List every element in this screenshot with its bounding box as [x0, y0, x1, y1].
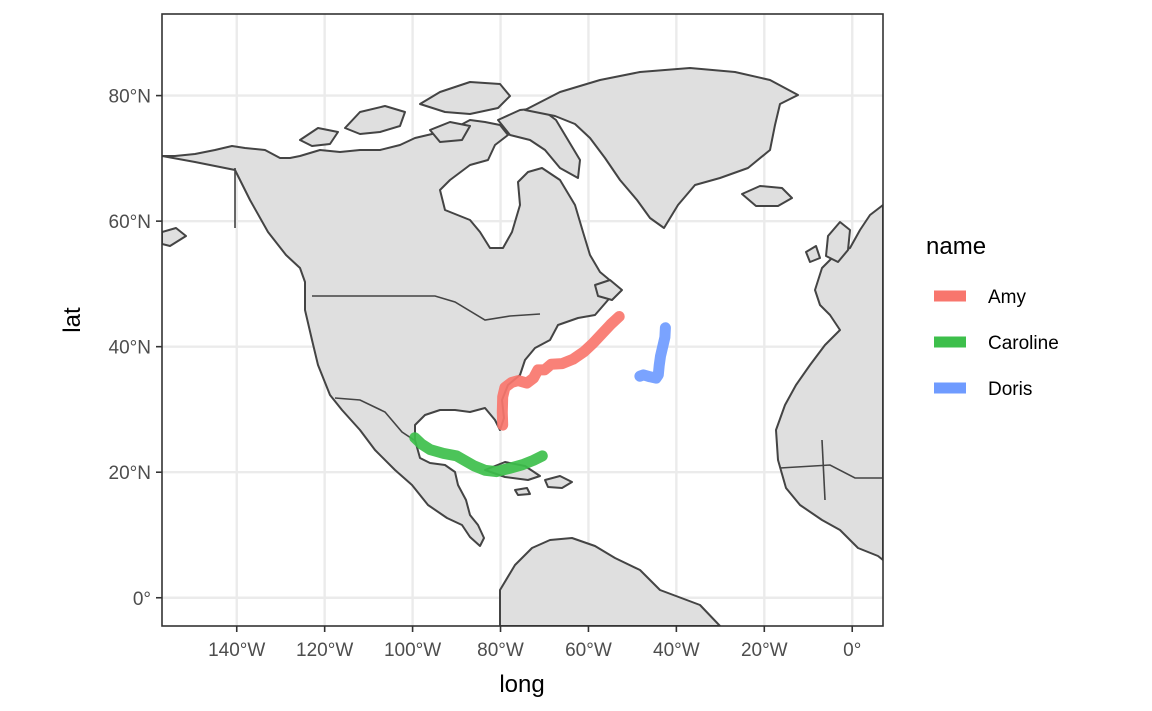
x-axis-title: long: [499, 671, 544, 698]
legend-label-caroline: Caroline: [988, 333, 1059, 354]
country-borders: [234, 168, 883, 501]
land-hispaniola: [544, 475, 573, 489]
land-arctic-islands-3: [299, 127, 339, 147]
land-iceland: [741, 185, 793, 207]
land-jamaica: [514, 487, 531, 496]
land-alaska-islands: [162, 227, 187, 247]
y-tick-label-2: 40°N: [109, 338, 151, 359]
y-tick-label-1: 20°N: [109, 463, 151, 484]
border-us-mexico: [334, 397, 415, 441]
y-tick-label-4: 80°N: [109, 87, 151, 108]
land-arctic-islands-4: [429, 121, 471, 143]
border-sahara-1: [779, 464, 883, 479]
y-tick-label-3: 60°N: [109, 212, 151, 233]
legend-label-doris: Doris: [988, 379, 1032, 400]
hurricane-tracks: [409, 311, 671, 478]
x-tick-label-7: 0°: [843, 640, 861, 661]
border-sahara-2: [821, 439, 826, 501]
plot-panel-border: [161, 13, 884, 627]
land-newfoundland: [594, 279, 623, 301]
land-greenland: [524, 67, 799, 229]
legend: name Amy Caroline Doris: [926, 233, 1059, 400]
legend-label-amy: Amy: [988, 287, 1027, 308]
track-amy: [496, 311, 625, 431]
x-axis: 140°W 120°W 100°W 80°W 60°W 40°W 20°W 0°: [208, 626, 861, 661]
y-tick-label-0: 0°: [133, 589, 151, 610]
legend-title: name: [926, 233, 986, 260]
y-axis-title: lat: [59, 307, 86, 333]
x-tick-label-4: 60°W: [565, 640, 612, 661]
land-south-america: [499, 537, 721, 626]
land-british-isles: [825, 221, 851, 263]
x-tick-label-0: 140°W: [208, 640, 265, 661]
land-arctic-islands-1: [419, 81, 511, 115]
x-tick-label-3: 80°W: [477, 640, 524, 661]
x-tick-label-5: 40°W: [653, 640, 700, 661]
x-tick-label-2: 100°W: [384, 640, 441, 661]
track-doris: [634, 322, 671, 384]
land-arctic-islands-2: [344, 105, 406, 135]
border-us-canada: [312, 295, 541, 321]
land-britain-2: [805, 245, 821, 263]
land-north-america: [162, 119, 613, 547]
landmasses: [162, 67, 883, 626]
y-axis: 0° 20°N 40°N 60°N 80°N: [109, 87, 162, 610]
track-caroline: [409, 432, 548, 478]
x-tick-label-1: 120°W: [296, 640, 353, 661]
x-tick-label-6: 20°W: [741, 640, 788, 661]
